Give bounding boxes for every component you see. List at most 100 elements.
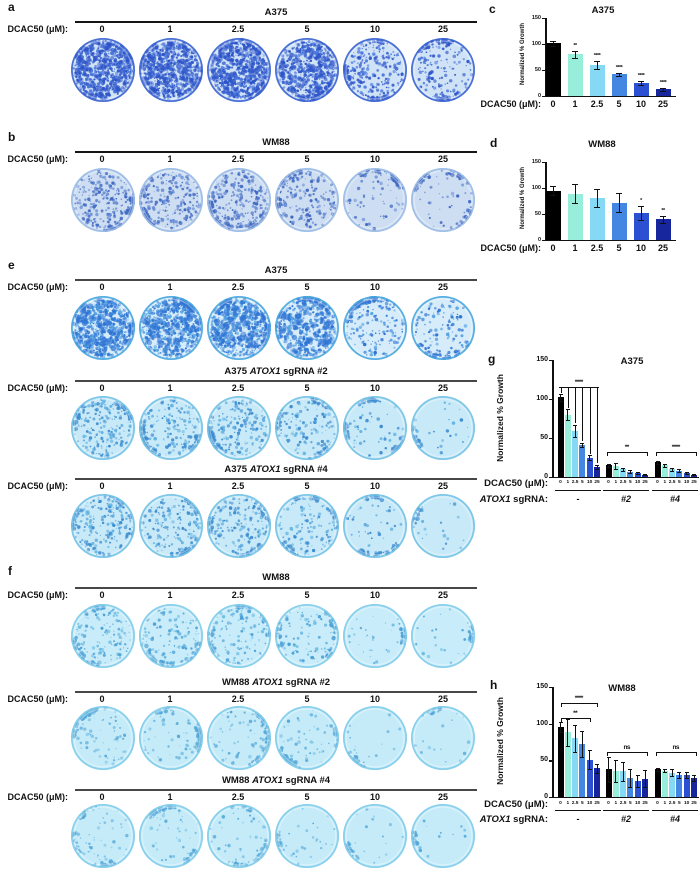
error-cap-top — [613, 759, 618, 761]
panel-letter-e: e — [8, 258, 15, 272]
mini-dose-label: 0 — [559, 801, 562, 806]
error-cap-top — [549, 186, 557, 188]
x-tick-label: 2.5 — [590, 243, 604, 253]
error-bar — [671, 467, 673, 471]
error-bar — [615, 462, 617, 470]
culture-dish — [71, 706, 135, 770]
y-tick-label: 150 — [531, 14, 541, 21]
error-cap-bottom — [580, 447, 585, 449]
text-segment: ATOX1 — [252, 677, 283, 688]
significance-stars: **** — [659, 79, 667, 86]
group-name-label: - — [576, 814, 580, 824]
mini-dose-label: 5 — [581, 480, 584, 485]
error-bar — [581, 442, 583, 448]
sig-bracket-end — [560, 703, 562, 708]
culture-dish — [411, 604, 475, 668]
dose-value-label: 25 — [437, 590, 448, 600]
error-bar — [657, 767, 658, 771]
error-cap-top — [643, 473, 647, 475]
colony-dish-strip — [69, 492, 479, 560]
y-tick — [549, 760, 552, 762]
error-bar — [662, 215, 664, 223]
x-tick-label: 1 — [572, 99, 578, 109]
error-cap-bottom — [571, 203, 579, 205]
mini-dose-label: 25 — [594, 801, 600, 806]
error-cap-top — [635, 472, 640, 474]
y-tick-label: 50 — [540, 756, 548, 764]
sig-ladder-drop — [560, 387, 562, 393]
text-segment: ATOX1 — [249, 464, 281, 475]
group-name-label: #4 — [669, 814, 680, 824]
error-cap-bottom — [573, 437, 578, 439]
bar — [605, 465, 612, 477]
dose-value-label: 2.5 — [231, 792, 245, 802]
error-cap-bottom — [606, 466, 611, 468]
dish-strip-svg — [71, 706, 475, 770]
mini-dose-label: 2.5 — [571, 801, 579, 806]
error-cap-top — [659, 215, 667, 217]
error-cap-bottom — [615, 75, 623, 77]
mini-dose-label: 10 — [684, 480, 690, 485]
title-rule — [75, 478, 477, 481]
bar — [594, 768, 600, 797]
culture-dish — [71, 804, 135, 868]
error-cap-top — [615, 193, 623, 195]
x-tick-label: 10 — [635, 99, 646, 109]
sig-bracket-end — [655, 452, 657, 457]
dish-strip-svg — [71, 38, 475, 102]
bar — [655, 89, 671, 96]
dose-value-label: 1 — [167, 383, 173, 393]
mini-dose-label: 2.5 — [571, 480, 579, 485]
error-cap-top — [637, 81, 645, 83]
y-tick — [542, 214, 545, 216]
error-cap-top — [613, 462, 618, 464]
error-cap-bottom — [692, 475, 696, 477]
mini-dose-label: 10 — [635, 480, 641, 485]
culture-dish — [139, 168, 203, 232]
mini-dose-label: 5 — [678, 480, 681, 485]
text-segment: sgRNA: — [510, 814, 548, 825]
error-cap-bottom — [595, 469, 599, 471]
title-rule — [75, 587, 477, 590]
error-bar — [596, 188, 598, 208]
bar — [594, 466, 600, 477]
mini-dose-label: 2.5 — [668, 480, 676, 485]
sig-bracket-end — [606, 752, 608, 757]
sig-bracket-end — [589, 717, 591, 722]
mini-dose-label: 10 — [635, 801, 641, 806]
dose-value-label: 10 — [369, 481, 380, 491]
mini-dose-label: 25 — [594, 480, 600, 485]
error-cap-bottom — [565, 745, 570, 747]
sig-bracket-end — [696, 452, 697, 457]
error-cap-top — [615, 72, 623, 74]
y-tick — [542, 70, 545, 72]
y-axis — [545, 162, 547, 241]
sig-bracket-line — [606, 452, 647, 454]
error-cap-bottom — [670, 470, 675, 472]
mini-dose-label: 1 — [614, 480, 618, 485]
bar — [611, 202, 627, 240]
significance-label: ns — [672, 744, 680, 752]
bar — [586, 759, 593, 797]
mini-dose-label: 10 — [684, 801, 690, 806]
error-cap-top — [606, 756, 611, 758]
significance-stars: **** — [637, 73, 645, 80]
error-cap-top — [571, 50, 579, 52]
error-cap-bottom — [606, 781, 611, 783]
error-bar — [671, 769, 673, 777]
dose-value-label: 10 — [369, 694, 380, 704]
dose-value-label: 2.5 — [231, 383, 245, 393]
error-bar — [615, 759, 617, 782]
error-cap-bottom — [587, 769, 592, 771]
colony-row-title: WM88 ATOX1 sgRNA #2 — [75, 677, 477, 688]
error-cap-bottom — [580, 757, 585, 759]
bar — [620, 771, 627, 797]
error-bar — [637, 775, 639, 787]
mini-dose-label: 0 — [656, 801, 659, 806]
panel-letter-b: b — [8, 130, 16, 144]
sig-bracket-end — [597, 703, 598, 708]
bar — [586, 457, 593, 477]
mini-dose-label: 5 — [678, 801, 681, 806]
group-underline — [652, 490, 698, 492]
x-axis — [552, 797, 699, 799]
